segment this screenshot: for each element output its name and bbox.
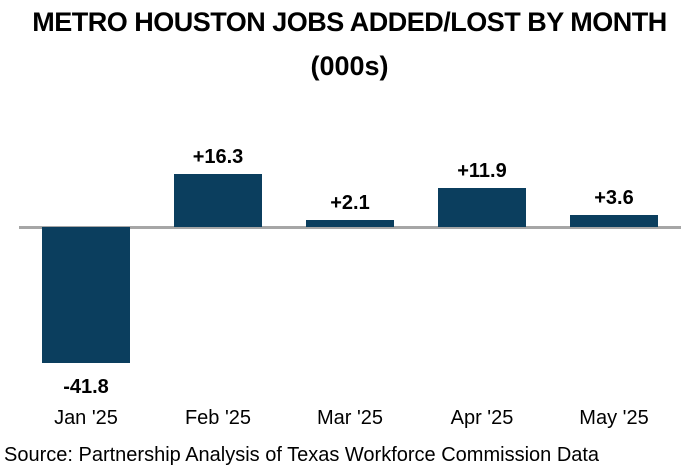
bar-feb-25: [174, 174, 262, 227]
bar-mar-25: [306, 220, 394, 227]
category-label-mar-25: Mar '25: [316, 407, 384, 429]
value-label-mar-25: +2.1: [330, 192, 370, 215]
value-label-feb-25: +16.3: [192, 146, 244, 169]
chart-subtitle: (000s): [310, 51, 389, 81]
category-label-apr-25: Apr '25: [450, 407, 514, 429]
value-label-may-25: +3.6: [594, 187, 634, 210]
value-label-apr-25: +11.9: [457, 160, 507, 183]
category-label-jan-25: Jan '25: [54, 407, 118, 429]
bar-may-25: [570, 215, 658, 227]
bar-jan-25: [42, 227, 130, 363]
chart-title: METRO HOUSTON JOBS ADDED/LOST BY MONTH: [32, 7, 667, 37]
category-label-may-25: May '25: [579, 407, 649, 429]
zero-axis-line: [19, 226, 681, 229]
source-attribution: Source: Partnership Analysis of Texas Wo…: [4, 444, 600, 466]
category-label-feb-25: Feb '25: [184, 407, 252, 429]
value-label-jan-25: -41.8: [63, 375, 109, 398]
bar-apr-25: [438, 188, 526, 227]
